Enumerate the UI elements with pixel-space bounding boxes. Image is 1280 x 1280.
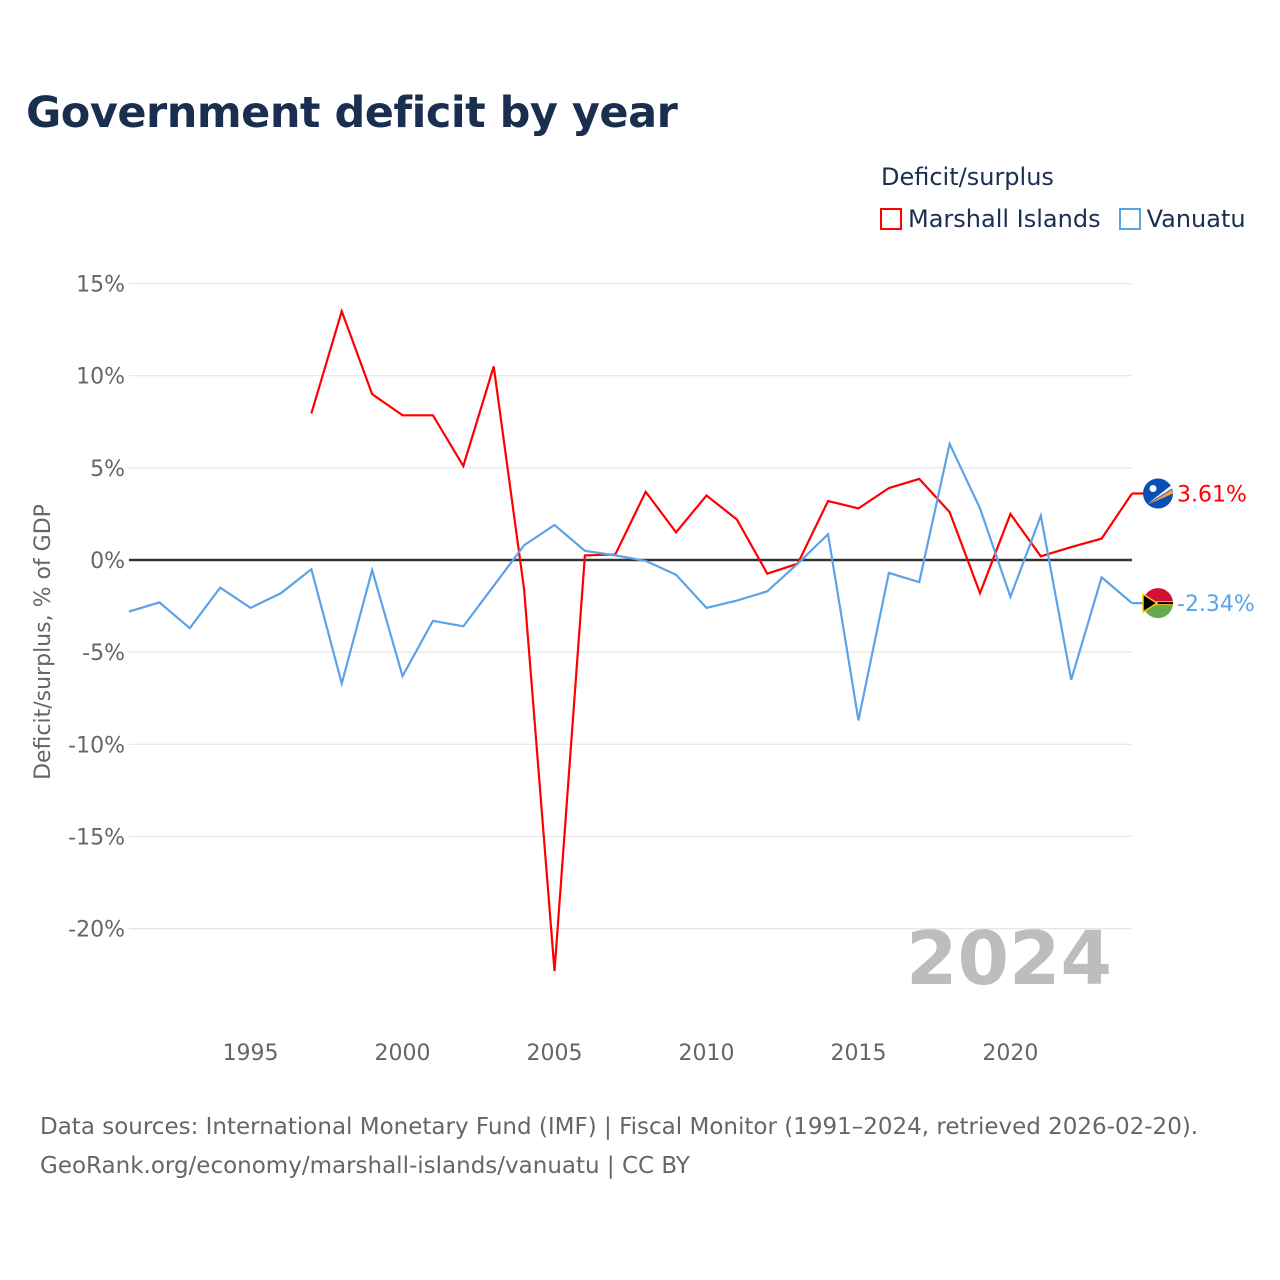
y-tick-label: 15% <box>76 273 125 298</box>
data-point <box>764 571 770 577</box>
data-point <box>977 590 983 596</box>
y-tick-label: 10% <box>76 365 125 390</box>
data-point <box>734 516 740 522</box>
data-point <box>521 586 527 592</box>
data-point <box>916 579 922 585</box>
data-point <box>430 412 436 418</box>
data-point <box>582 548 588 554</box>
data-point <box>1007 511 1013 517</box>
y-tick-label: -20% <box>68 918 125 943</box>
legend: Marshall Islands Vanuatu <box>880 205 1246 233</box>
flag-triangle <box>1142 592 1159 614</box>
flag-ray-white <box>1148 485 1172 504</box>
data-point <box>916 476 922 482</box>
data-point <box>278 590 284 596</box>
data-point <box>1068 544 1074 550</box>
y-tick-label: -10% <box>68 733 125 758</box>
data-point <box>734 598 740 604</box>
series-line-marshall-islands <box>310 307 1133 972</box>
legend-item-vanuatu[interactable]: Vanuatu <box>1118 205 1246 233</box>
credit-line[interactable]: GeoRank.org/economy/marshall-islands/van… <box>40 1153 690 1179</box>
x-tick-label: 2010 <box>678 1041 734 1066</box>
data-point <box>947 509 953 515</box>
y-tick-label: -15% <box>68 825 125 850</box>
legend-label: Marshall Islands <box>908 205 1101 233</box>
legend-swatch-marshall-islands <box>880 208 902 230</box>
data-point <box>795 561 801 567</box>
data-point <box>643 558 649 564</box>
data-point <box>1068 677 1074 683</box>
series-line-vanuatu <box>128 440 1133 721</box>
data-point <box>612 552 618 558</box>
data-point <box>673 529 679 535</box>
data-point <box>339 680 345 686</box>
source-line: Data sources: International Monetary Fun… <box>40 1114 1199 1140</box>
flag-ray-orange <box>1148 489 1173 505</box>
data-point <box>521 542 527 548</box>
data-point <box>460 463 466 469</box>
data-point <box>369 567 375 573</box>
x-tick-label: 2020 <box>982 1041 1038 1066</box>
data-point <box>339 308 345 314</box>
data-point <box>430 618 436 624</box>
legend-swatch-vanuatu <box>1118 208 1141 230</box>
legend-label: Vanuatu <box>1146 205 1246 233</box>
data-point <box>703 605 709 611</box>
data-point <box>217 585 223 591</box>
data-point <box>187 625 193 631</box>
y-tick-label: -5% <box>82 641 125 666</box>
flag-star <box>1149 484 1157 492</box>
data-point <box>400 412 406 418</box>
x-tick-label: 1995 <box>223 1041 279 1066</box>
data-point <box>491 583 497 589</box>
x-tick-label: 2015 <box>830 1041 886 1066</box>
data-point <box>673 572 679 578</box>
data-point <box>1007 594 1013 600</box>
data-point <box>703 492 709 498</box>
data-point <box>369 391 375 397</box>
data-point <box>764 588 770 594</box>
data-point <box>400 673 406 679</box>
data-point <box>552 522 558 528</box>
data-point <box>886 485 892 491</box>
y-tick-label: 0% <box>90 549 125 574</box>
data-point <box>643 489 649 495</box>
end-value-label: -2.34% <box>1177 592 1255 617</box>
data-point <box>308 410 314 416</box>
data-point <box>1038 513 1044 519</box>
data-point <box>825 498 831 504</box>
data-point <box>977 505 983 511</box>
data-point <box>1038 553 1044 559</box>
y-axis-label: Deficit/surplus, % of GDP <box>31 504 56 780</box>
data-point <box>1099 574 1105 580</box>
y-tick-label: 5% <box>90 457 125 482</box>
chart-title: Government deficit by year <box>26 88 678 138</box>
data-point <box>552 968 558 974</box>
data-point <box>855 717 861 723</box>
data-point <box>460 623 466 629</box>
data-point <box>156 599 162 605</box>
data-point <box>1099 536 1105 542</box>
x-tick-label: 2005 <box>527 1041 583 1066</box>
data-point <box>491 363 497 369</box>
data-point <box>308 566 314 572</box>
data-point <box>886 570 892 576</box>
footer: Data sources: International Monetary Fun… <box>40 1108 1198 1186</box>
legend-item-marshall-islands[interactable]: Marshall Islands <box>880 205 1101 233</box>
data-point <box>947 441 953 447</box>
marshall-islands-flag-icon <box>1143 478 1173 509</box>
end-value-label: 3.61% <box>1177 482 1247 507</box>
data-point <box>825 531 831 537</box>
data-point <box>248 605 254 611</box>
year-watermark: 2024 <box>906 916 1112 1002</box>
legend-title: Deficit/surplus <box>881 163 1054 191</box>
data-point <box>126 609 132 615</box>
data-point <box>855 505 861 511</box>
x-tick-label: 2000 <box>375 1041 431 1066</box>
